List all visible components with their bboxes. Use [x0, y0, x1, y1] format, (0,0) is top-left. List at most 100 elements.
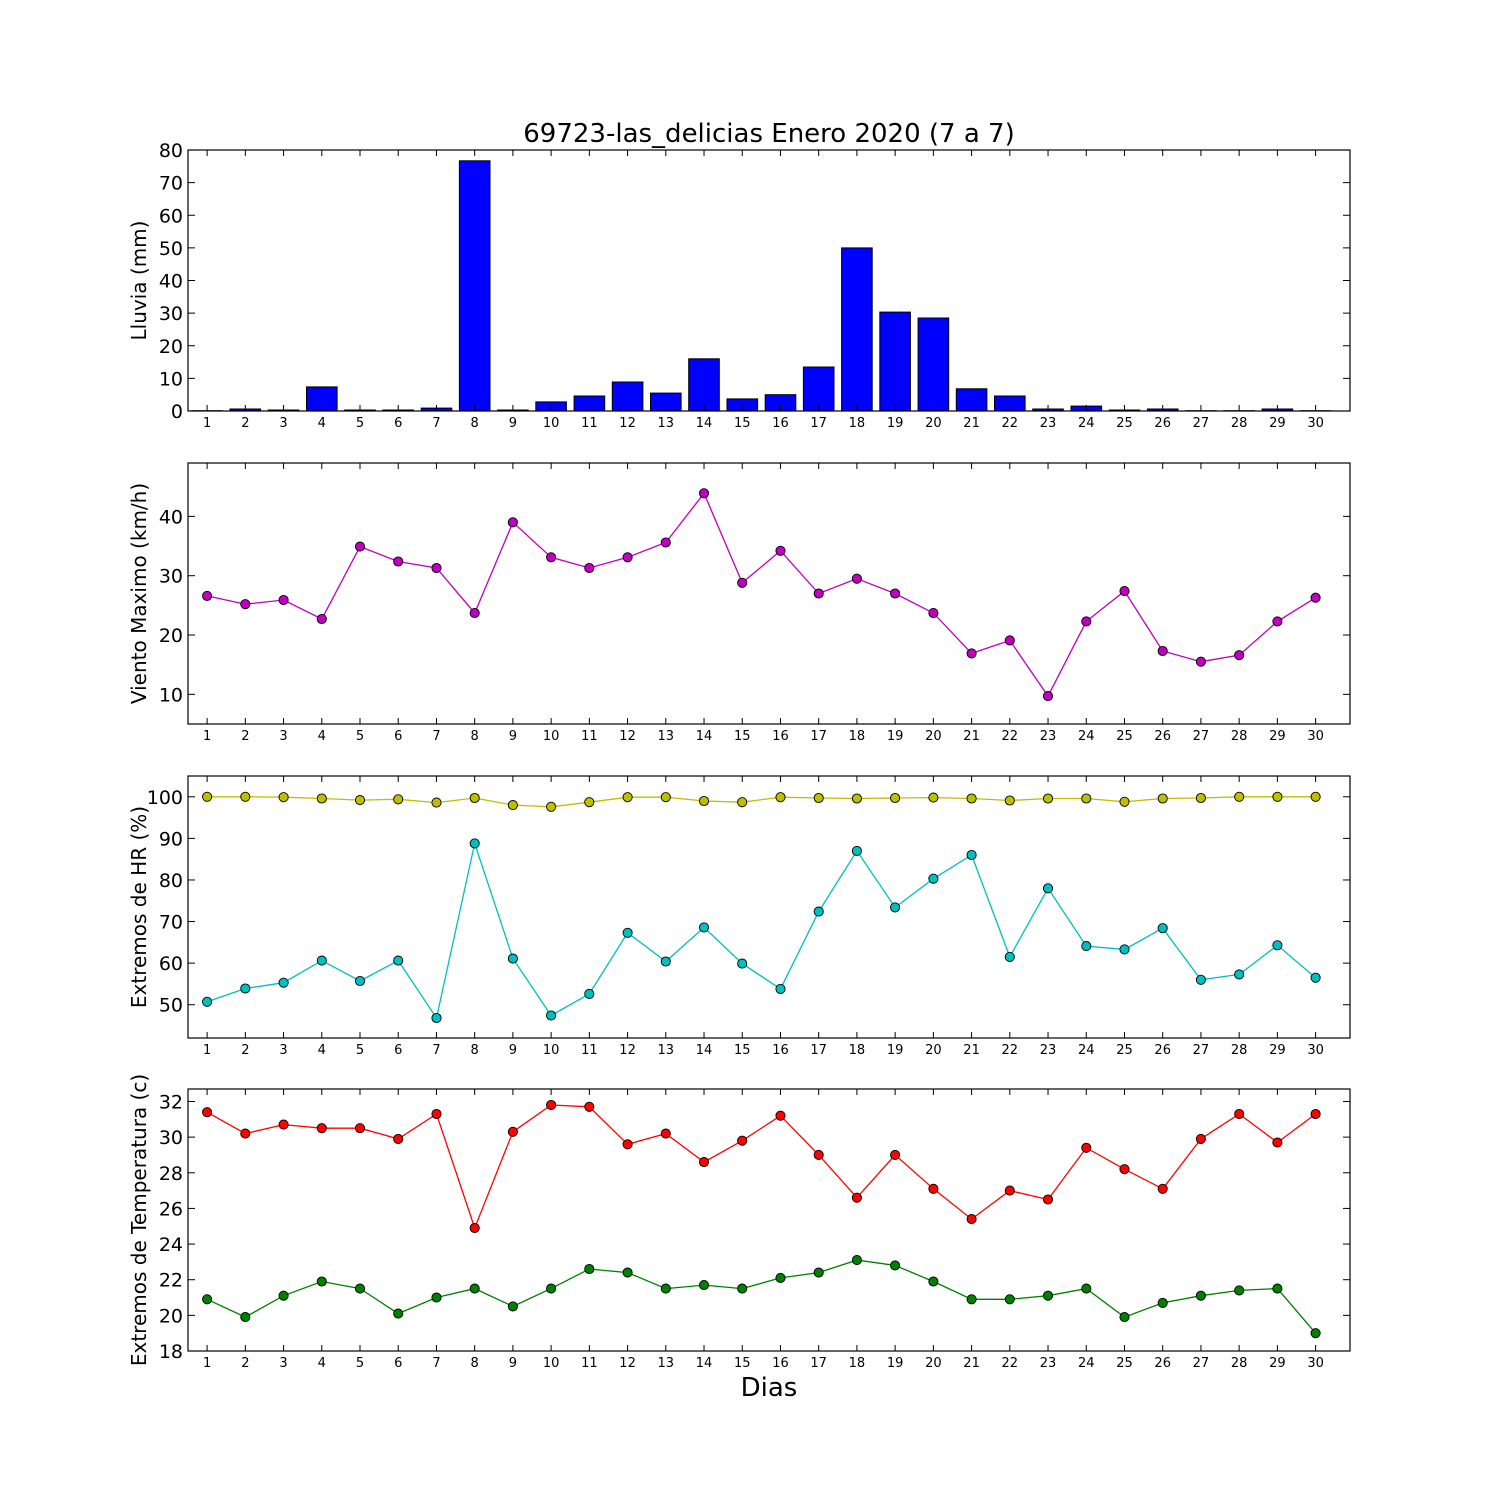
- rain-y-tick-label: 40: [159, 271, 183, 293]
- temperature-x-tick-label: 29: [1269, 1356, 1286, 1371]
- humidity-x-tick-label: 6: [394, 1043, 402, 1058]
- humidity-series-1-point: [1119, 944, 1130, 955]
- wind-x-tick-label: 16: [772, 729, 789, 744]
- rain-y-tick-label: 80: [159, 140, 183, 162]
- temperature-x-tick-label: 6: [394, 1356, 402, 1371]
- temperature-series-1-point: [1157, 1297, 1168, 1308]
- wind-series-0-point: [1234, 650, 1245, 661]
- rain-y-tick-label: 0: [171, 401, 183, 423]
- x-axis-label: Dias: [741, 1373, 798, 1403]
- wind-x-tick-label: 28: [1231, 729, 1248, 744]
- humidity-x-tick-label: 15: [734, 1043, 751, 1058]
- humidity-series-1-point: [546, 1010, 557, 1021]
- temperature-y-tick-label: 28: [159, 1163, 183, 1185]
- temperature-series-1-point: [1042, 1290, 1054, 1301]
- humidity-series-1-point: [1234, 969, 1245, 980]
- rain-x-tick-label: 24: [1078, 416, 1095, 431]
- humidity-series-0-point: [202, 791, 213, 802]
- wind-series-0-point: [966, 648, 977, 659]
- wind-x-tick-label: 5: [356, 729, 364, 744]
- wind-series-0-point: [660, 537, 671, 548]
- temperature-series-0-point: [737, 1135, 748, 1146]
- humidity-x-tick-label: 25: [1116, 1043, 1133, 1058]
- humidity-x-tick-label: 13: [658, 1043, 675, 1058]
- temperature-series-1-point: [316, 1276, 327, 1287]
- temperature-series-0-point: [469, 1222, 480, 1234]
- humidity-series-0-point: [1310, 791, 1321, 802]
- wind-series-0-point: [240, 599, 251, 610]
- temperature-series-0-point: [775, 1110, 786, 1121]
- wind-series-0-point: [1119, 586, 1130, 597]
- humidity-series-1-point: [469, 838, 480, 849]
- temperature-series-0-point: [1004, 1185, 1015, 1196]
- humidity-series-0-point: [507, 800, 518, 811]
- wind-x-tick-label: 4: [318, 729, 326, 744]
- temperature-x-tick-label: 3: [279, 1356, 287, 1371]
- temperature-x-tick-label: 21: [963, 1356, 980, 1371]
- wind-series-0-point: [775, 545, 786, 556]
- rain-bar: [841, 247, 873, 412]
- humidity-x-tick-label: 12: [619, 1043, 636, 1058]
- humidity-series-1-point: [1042, 883, 1054, 894]
- humidity-series-0-point: [316, 793, 327, 804]
- temperature-series-0-point: [890, 1149, 901, 1160]
- humidity-x-tick-label: 24: [1078, 1043, 1095, 1058]
- temperature-series-0-point: [202, 1107, 213, 1118]
- temperature-series-0-line: [206, 1104, 1316, 1230]
- rain-x-tick-label: 17: [810, 416, 827, 431]
- temperature-series-1-point: [354, 1283, 366, 1294]
- humidity-x-tick-label: 23: [1040, 1043, 1057, 1058]
- wind-x-tick-label: 17: [810, 729, 827, 744]
- temperature-series-1-point: [469, 1283, 480, 1294]
- wind-x-tick-label: 3: [279, 729, 287, 744]
- temperature-axes-frame: [187, 1088, 1351, 1352]
- humidity-series-0-point: [890, 792, 901, 804]
- wind-series-0-point: [890, 588, 901, 599]
- humidity-series-0-point: [1081, 793, 1092, 804]
- humidity-x-tick-label: 28: [1231, 1043, 1248, 1058]
- humidity-series-0-point: [698, 795, 710, 807]
- temperature-series-0-point: [316, 1123, 327, 1134]
- temperature-series-1-point: [1234, 1285, 1245, 1296]
- temperature-panel: 1 2 3 4 5 6 7 8 9 10 11 12 13 14 15 16 17 18 19 20 21 22 23 24 2…: [127, 1074, 1351, 1371]
- temperature-x-tick-label: 11: [581, 1356, 598, 1371]
- rain-x-tick-label: 15: [734, 416, 751, 431]
- rain-x-tick-label: 12: [619, 416, 636, 431]
- temperature-series-0-point: [1272, 1137, 1283, 1148]
- temperature-series-1-point: [928, 1276, 939, 1287]
- wind-series-0-point: [202, 590, 213, 601]
- rain-x-tick-label: 2: [241, 416, 249, 431]
- temperature-x-tick-label: 8: [471, 1356, 479, 1371]
- temperature-series-0-point: [813, 1149, 824, 1160]
- wind-series-0-point: [851, 573, 862, 584]
- humidity-series-0-point: [1119, 796, 1130, 807]
- humidity-series-0-point: [431, 797, 442, 808]
- temperature-series-0-point: [1234, 1108, 1245, 1120]
- humidity-series-1-point: [1272, 940, 1283, 951]
- temperature-x-tick-label: 24: [1078, 1356, 1095, 1371]
- wind-x-tick-label: 13: [658, 729, 675, 744]
- temperature-series-1-point: [240, 1312, 251, 1323]
- temperature-series-1-point: [431, 1292, 442, 1303]
- temperature-series-0-point: [622, 1139, 633, 1150]
- humidity-series-1-point: [890, 902, 901, 913]
- rain-x-tick-label: 22: [1002, 416, 1019, 431]
- wind-series-0-point: [1157, 645, 1168, 657]
- temperature-series-0-point: [1119, 1164, 1130, 1175]
- wind-y-axis-label: Viento Maximo (km/h): [127, 483, 151, 704]
- temperature-series-1-point: [890, 1260, 901, 1271]
- humidity-x-tick-label: 30: [1307, 1043, 1324, 1058]
- wind-x-tick-label: 18: [849, 729, 866, 744]
- wind-series-0-line: [206, 492, 1316, 698]
- humidity-x-tick-label: 8: [471, 1043, 479, 1058]
- humidity-x-tick-label: 10: [543, 1043, 560, 1058]
- rain-x-tick-label: 28: [1231, 416, 1248, 431]
- temperature-series-1-point: [966, 1294, 977, 1305]
- temperature-series-0-point: [1081, 1142, 1092, 1153]
- wind-x-tick-label: 9: [509, 729, 517, 744]
- temperature-series-0-point: [354, 1123, 366, 1134]
- rain-y-axis-label: Lluvia (mm): [127, 221, 151, 341]
- wind-series-0-point: [278, 594, 289, 606]
- temperature-x-tick-label: 25: [1116, 1356, 1133, 1371]
